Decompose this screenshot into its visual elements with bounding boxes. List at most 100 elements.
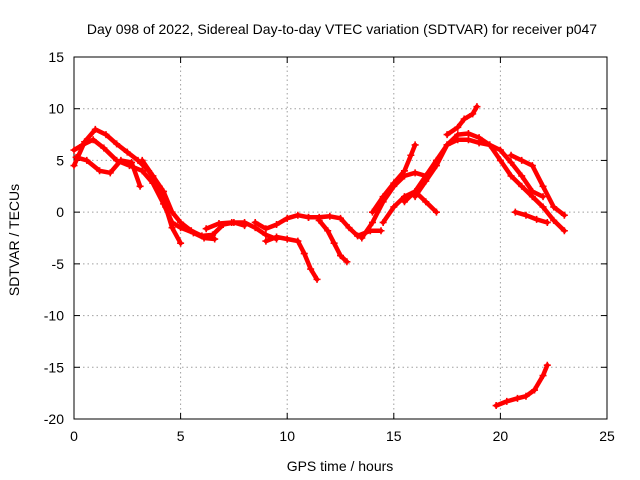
data-point [390,179,398,187]
series-line [263,234,320,282]
data-point [337,252,344,260]
series-line [71,137,217,242]
data-point [507,158,515,166]
series-arc14 [411,136,547,201]
data-point [102,131,110,139]
data-point [486,141,494,149]
data-point [83,156,91,164]
data-point [560,211,568,219]
data-point [539,372,547,380]
data-point [168,208,176,216]
data-point [262,231,270,239]
data-point [136,182,144,190]
series-line [73,155,143,189]
data-point [198,232,206,240]
y-tick-label: -5 [52,256,65,272]
data-point [70,146,78,154]
data-point [443,141,451,149]
series-arc18 [492,361,551,410]
data-point [473,103,481,111]
data-point [330,239,338,247]
data-point [251,218,259,226]
data-point [531,386,539,394]
series-arc15 [443,103,481,139]
data-point [149,172,157,180]
data-point [496,156,504,164]
series-arc11 [368,141,419,216]
data-point [464,136,472,144]
data-point [294,237,302,245]
series-arc2 [70,136,219,243]
series-arc6 [251,211,313,233]
y-tick-label: -10 [44,308,64,324]
data-point [91,125,99,133]
data-point [177,218,185,226]
series-arc4 [138,156,249,240]
data-point [400,167,408,175]
data-point [411,169,419,177]
x-tick-label: 25 [599,428,615,444]
series-line [513,209,550,225]
data-point [460,115,468,123]
data-point [358,234,366,242]
data-point [168,218,176,226]
data-point [518,172,526,180]
data-point [443,131,451,139]
data-point [89,136,97,144]
series-arc16 [507,151,568,219]
data-point [138,167,146,175]
series-arc7 [262,233,321,283]
data-point [411,193,419,201]
data-point [273,221,281,229]
series-line [252,212,311,231]
data-point [202,225,210,233]
data-point [432,208,440,216]
data-point [543,218,551,226]
data-point [539,182,547,190]
data-point [496,146,504,154]
data-point [345,224,353,232]
data-point [377,227,385,235]
chart-title: Day 098 of 2022, Sidereal Day-to-day VTE… [87,21,597,37]
data-point [507,172,515,180]
data-point [305,213,313,221]
data-point [324,227,332,235]
data-point [177,239,185,247]
data-point [379,193,387,201]
grid [74,57,607,419]
data-point [464,130,472,138]
series-line [402,131,567,234]
data-point [100,144,108,152]
data-point [307,265,315,273]
data-point [550,216,558,224]
data-point [507,151,515,159]
data-point [368,218,376,226]
data-point [539,193,547,201]
y-axis-label: SDTVAR / TECUs [6,184,22,296]
y-tick-label: -20 [44,411,64,427]
y-tick-label: 10 [48,101,64,117]
data-point [400,198,408,206]
data-point [454,123,462,131]
data-point [262,237,270,245]
data-point [390,203,398,211]
x-tick-label: 10 [279,428,295,444]
data-point [522,392,530,400]
data-point [522,211,530,219]
data-point [337,214,344,222]
data-point [228,218,236,226]
data-point [432,162,440,170]
data-point [343,258,351,266]
data-point [543,361,551,369]
data-point [422,177,430,185]
data-point [123,148,131,156]
y-tick-label: -15 [44,359,64,375]
data-point [315,216,323,224]
series-line [493,362,550,408]
data-point [215,220,223,228]
data-point [209,231,217,239]
data-point [503,397,511,405]
data-point [117,156,125,164]
data-point [379,218,387,226]
